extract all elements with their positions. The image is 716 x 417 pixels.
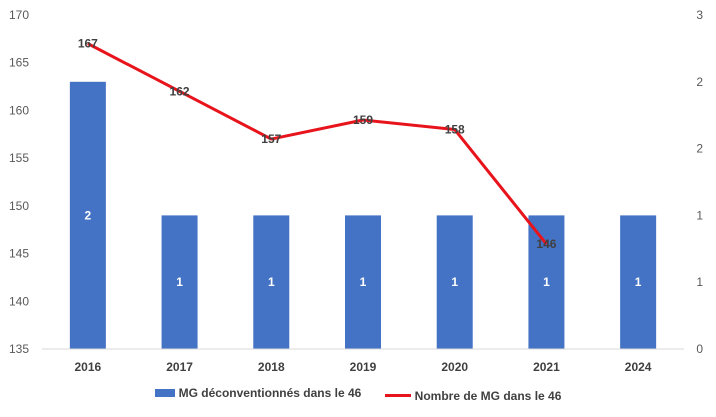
bar xyxy=(69,81,106,350)
bar-data-label: 1 xyxy=(635,275,642,289)
y-right-tick-label: 1 xyxy=(696,208,703,222)
legend-item-bars: MG déconventionnés dans le 46 xyxy=(154,386,362,400)
line-data-label: 146 xyxy=(536,237,556,251)
x-tick-label: 2017 xyxy=(166,360,193,374)
legend-swatch-bars xyxy=(154,389,175,397)
x-axis: 2016 2017 2018 2019 2020 2021 2024 xyxy=(75,360,652,374)
legend-swatch-line xyxy=(384,394,411,397)
x-tick-label: 2021 xyxy=(533,360,560,374)
y-right-tick-label: 0 xyxy=(696,342,703,356)
line-data-label: 159 xyxy=(353,113,373,127)
legend-label-bars: MG déconventionnés dans le 46 xyxy=(178,386,362,400)
bar-data-label: 1 xyxy=(543,275,550,289)
legend: MG déconventionnés dans le 46 Nombre de … xyxy=(0,386,716,403)
legend-label-line: Nombre de MG dans le 46 xyxy=(414,388,562,403)
y-left-tick-label: 165 xyxy=(9,56,29,70)
bar-data-label: 1 xyxy=(451,275,458,289)
bar-data-label: 2 xyxy=(85,208,92,222)
y-right-tick-label: 3 xyxy=(696,8,703,22)
legend-item-line: Nombre de MG dans le 46 xyxy=(384,388,562,403)
x-tick-label: 2020 xyxy=(441,360,468,374)
y-right-tick-label: 1 xyxy=(696,275,703,289)
x-tick-label: 2016 xyxy=(75,360,102,374)
bar-series: 2 1 1 1 1 1 1 xyxy=(69,81,657,350)
primary-y-axis: 135 140 145 150 155 160 165 170 xyxy=(9,8,29,356)
y-left-tick-label: 155 xyxy=(9,151,29,165)
bar xyxy=(620,215,657,349)
bar xyxy=(253,215,290,349)
bar-data-label: 1 xyxy=(360,275,367,289)
y-left-tick-label: 170 xyxy=(9,8,29,22)
y-left-tick-label: 160 xyxy=(9,103,29,117)
bar xyxy=(528,215,565,349)
line-data-label: 167 xyxy=(78,37,98,51)
bar-data-label: 1 xyxy=(176,275,183,289)
line-series: 167 162 157 159 158 146 xyxy=(78,37,557,251)
line-data-label: 157 xyxy=(261,132,281,146)
y-left-tick-label: 140 xyxy=(9,294,29,308)
series-line xyxy=(87,42,548,245)
y-left-tick-label: 145 xyxy=(9,247,29,261)
y-left-tick-label: 135 xyxy=(9,342,29,356)
secondary-y-axis: 0 1 1 2 2 3 xyxy=(696,8,703,356)
x-tick-label: 2019 xyxy=(350,360,377,374)
y-right-tick-label: 2 xyxy=(696,142,703,156)
bar-data-label: 1 xyxy=(268,275,275,289)
x-tick-label: 2018 xyxy=(258,360,285,374)
y-right-tick-label: 2 xyxy=(696,75,703,89)
bar xyxy=(345,215,381,349)
bar xyxy=(436,215,473,349)
x-tick-label: 2024 xyxy=(625,360,652,374)
line-data-label: 158 xyxy=(445,123,465,137)
line-data-label: 162 xyxy=(170,84,190,98)
y-left-tick-label: 150 xyxy=(9,199,29,213)
bar xyxy=(161,215,198,349)
